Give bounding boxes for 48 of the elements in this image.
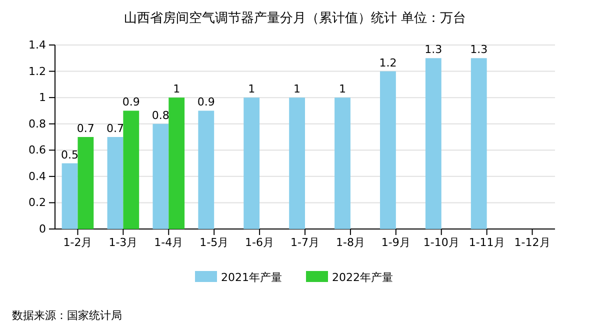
x-tick-label: 1-3月 — [108, 236, 138, 249]
data-label: 0.7 — [76, 122, 94, 135]
y-tick-label: 0 — [39, 222, 46, 236]
bar — [334, 98, 350, 229]
x-tick-label: 1-10月 — [423, 236, 460, 249]
bar — [244, 98, 260, 229]
x-tick-label: 1-12月 — [514, 236, 550, 249]
x-tick-label: 1-7月 — [290, 236, 320, 249]
bar — [470, 58, 487, 229]
y-tick-label: 0.4 — [28, 170, 46, 183]
bar — [289, 98, 305, 229]
bar — [123, 110, 140, 229]
chart-title: 山西省房间空气调节器产量分月（累计值）统计 单位：万台 — [124, 10, 466, 26]
data-label: 1.3 — [470, 43, 488, 56]
legend-label: 2021年产量 — [221, 271, 282, 284]
data-label: 1 — [173, 82, 180, 96]
y-tick-label: 0.8 — [28, 117, 46, 130]
data-label: 1 — [248, 82, 256, 96]
x-tick-label: 1-5月 — [200, 236, 229, 249]
y-tick-label: 1.2 — [28, 64, 46, 78]
bar — [380, 71, 396, 229]
bar — [62, 163, 78, 229]
x-tick-label: 1-9月 — [381, 236, 410, 249]
data-label: 1 — [294, 82, 301, 96]
y-tick-label: 1.4 — [28, 38, 46, 52]
bar — [168, 98, 185, 229]
bar — [107, 137, 124, 229]
source-note: 数据来源：国家统计局 — [12, 309, 122, 322]
data-label: 0.7 — [106, 122, 124, 135]
x-tick-label: 1-8月 — [336, 236, 365, 249]
data-label: 1 — [339, 82, 346, 96]
legend-label: 2022年产量 — [332, 271, 393, 284]
data-label: 0.9 — [197, 96, 215, 109]
x-tick-label: 1-6月 — [245, 236, 274, 249]
data-label: 0.9 — [122, 96, 140, 109]
data-label: 1.2 — [379, 56, 397, 70]
y-tick-label: 0.2 — [28, 196, 46, 210]
x-tick-label: 1-4月 — [154, 236, 184, 249]
bar — [425, 58, 442, 229]
x-tick-label: 1-11月 — [468, 236, 505, 249]
y-tick-label: 0.6 — [28, 144, 46, 157]
bar — [198, 110, 214, 229]
data-label: 0.5 — [61, 148, 79, 162]
bar — [152, 124, 169, 229]
data-label: 1.3 — [424, 43, 442, 56]
bar — [78, 137, 94, 229]
x-tick-label: 1-2月 — [63, 236, 92, 249]
y-tick-label: 1 — [39, 91, 46, 104]
